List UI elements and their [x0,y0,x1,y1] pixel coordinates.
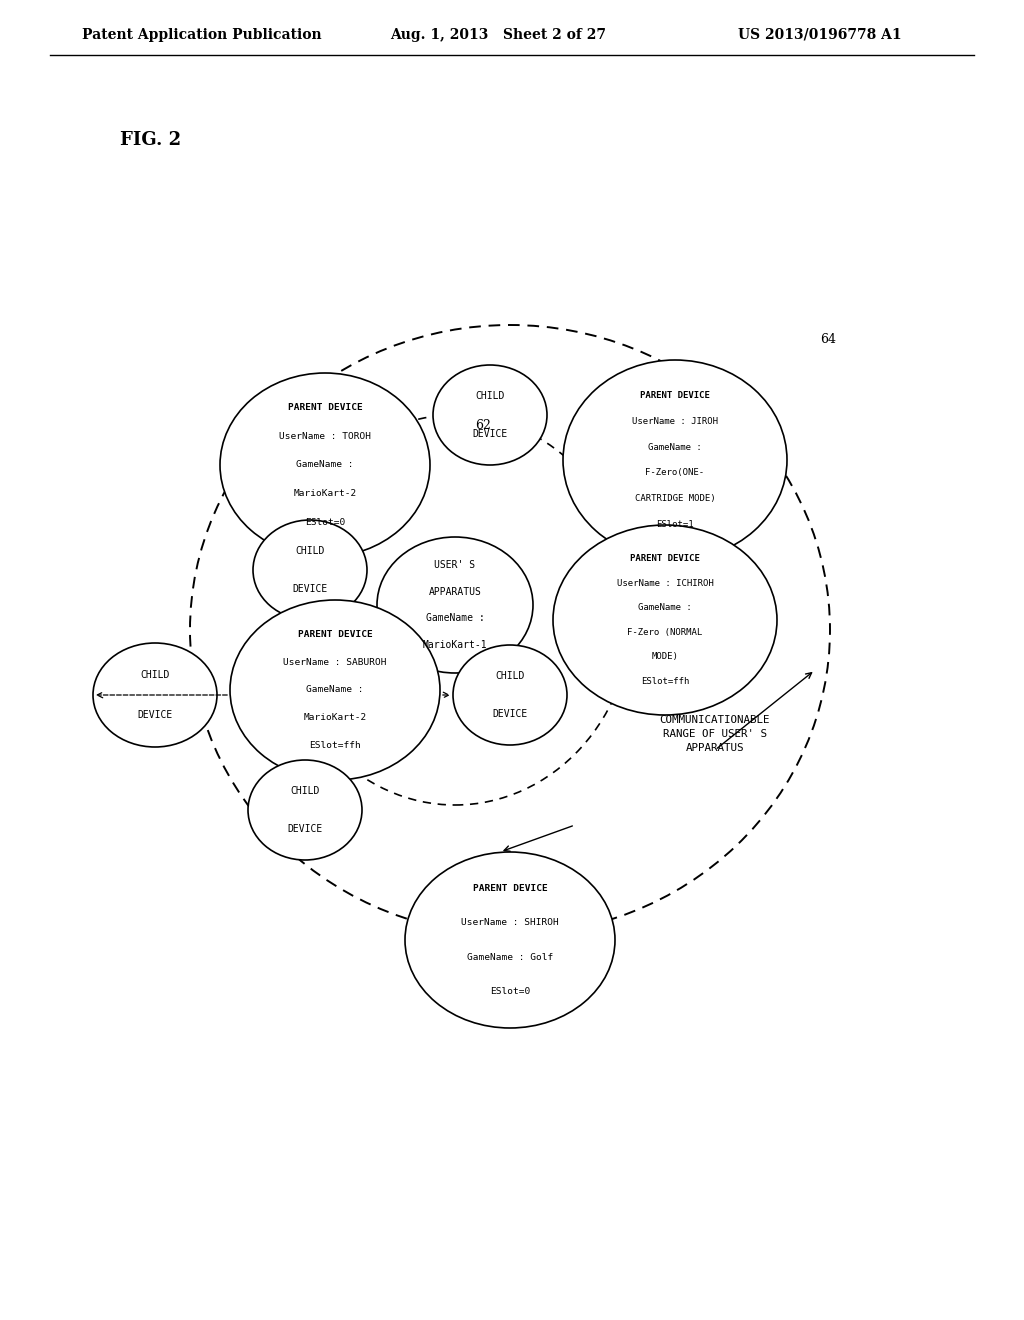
Ellipse shape [220,374,430,557]
Text: Aug. 1, 2013   Sheet 2 of 27: Aug. 1, 2013 Sheet 2 of 27 [390,28,606,42]
Text: DEVICE: DEVICE [293,585,328,594]
Text: 64: 64 [820,334,836,346]
Text: DEVICE: DEVICE [472,429,508,440]
Text: PARENT DEVICE: PARENT DEVICE [288,404,362,412]
Text: ESlot=ffh: ESlot=ffh [309,742,360,750]
Text: CHILD: CHILD [475,391,505,401]
Text: ESlot=0: ESlot=0 [305,517,345,527]
Text: MarioKart-1: MarioKart-1 [423,639,487,649]
Text: 62: 62 [475,418,490,432]
Text: Patent Application Publication: Patent Application Publication [82,28,322,42]
Text: GameName :: GameName : [426,614,484,623]
Text: FIG. 2: FIG. 2 [120,131,181,149]
Text: GameName : Golf: GameName : Golf [467,953,553,961]
Text: UserName : SHIROH: UserName : SHIROH [461,919,559,928]
Text: DEVICE: DEVICE [493,709,527,719]
Ellipse shape [433,366,547,465]
Text: GameName :: GameName : [306,685,364,694]
Text: CHILD: CHILD [295,545,325,556]
Text: GameName :: GameName : [648,442,701,451]
Text: F-Zero(ONE-: F-Zero(ONE- [645,469,705,478]
Text: DEVICE: DEVICE [137,710,173,721]
Text: UserName : ICHIROH: UserName : ICHIROH [616,578,714,587]
Text: CARTRIDGE MODE): CARTRIDGE MODE) [635,494,716,503]
Text: ESlot=0: ESlot=0 [489,986,530,995]
Ellipse shape [230,601,440,780]
Text: UserName : TOROH: UserName : TOROH [279,432,371,441]
Ellipse shape [93,643,217,747]
Text: ESlot=ffh: ESlot=ffh [641,677,689,686]
Text: APPARATUS: APPARATUS [429,587,481,597]
Text: COMMUNICATIONABLE
RANGE OF USER' S
APPARATUS: COMMUNICATIONABLE RANGE OF USER' S APPAR… [659,715,770,752]
Text: CHILD: CHILD [291,785,319,796]
Text: UserName : JIROH: UserName : JIROH [632,417,718,426]
Ellipse shape [248,760,362,861]
Text: MODE): MODE) [651,652,679,661]
Text: DEVICE: DEVICE [288,825,323,834]
Ellipse shape [453,645,567,744]
Text: CHILD: CHILD [496,671,524,681]
Ellipse shape [563,360,787,560]
Text: USER' S: USER' S [434,561,475,570]
Ellipse shape [377,537,534,673]
Ellipse shape [406,851,615,1028]
Text: US 2013/0196778 A1: US 2013/0196778 A1 [738,28,901,42]
Text: UserName : SABUROH: UserName : SABUROH [284,657,387,667]
Text: MarioKart-2: MarioKart-2 [303,713,367,722]
Ellipse shape [553,525,777,715]
Text: PARENT DEVICE: PARENT DEVICE [298,630,373,639]
Text: GameName :: GameName : [638,603,692,612]
Text: PARENT DEVICE: PARENT DEVICE [473,884,548,894]
Text: CHILD: CHILD [140,669,170,680]
Text: MarioKart-2: MarioKart-2 [293,488,356,498]
Text: ESlot=1: ESlot=1 [656,520,694,529]
Ellipse shape [253,520,367,620]
Text: PARENT DEVICE: PARENT DEVICE [640,391,710,400]
Text: GameName :: GameName : [296,461,353,470]
Text: PARENT DEVICE: PARENT DEVICE [630,554,700,564]
Text: F-Zero (NORMAL: F-Zero (NORMAL [628,628,702,636]
